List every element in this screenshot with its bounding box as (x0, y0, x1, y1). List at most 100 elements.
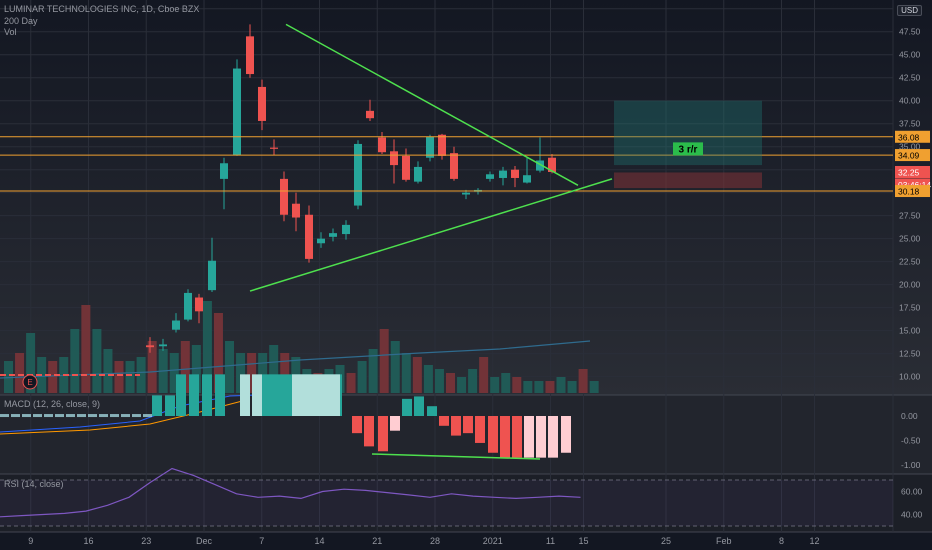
volume-bar (401, 353, 411, 393)
risk-reward-label: 3 r/r (679, 144, 698, 155)
reward-zone (614, 100, 762, 166)
x-tick-label: 2021 (483, 536, 503, 546)
macd-hist-bar (292, 374, 340, 416)
candle-body (499, 170, 507, 178)
macd-hist-bar (536, 416, 546, 458)
candle-body (402, 155, 410, 180)
volume-bar (103, 349, 113, 393)
volume-bar (280, 353, 290, 393)
y-tick-label: 40.00 (899, 96, 921, 106)
candle-body (184, 292, 192, 320)
macd-hist-bar (427, 406, 437, 416)
volume-bar (512, 377, 522, 393)
macd-hist-bar (240, 374, 250, 416)
volume-bar (81, 305, 91, 393)
candle-body (511, 169, 519, 178)
candle-body (486, 174, 494, 179)
volume-bar (379, 329, 389, 393)
candle-body (354, 143, 362, 206)
y-tick-label: 27.50 (899, 211, 921, 221)
macd-hist-bar (110, 414, 119, 418)
volume-bar (567, 381, 577, 393)
x-tick-label: 9 (28, 536, 33, 546)
volume-bar (468, 369, 478, 393)
candle-body (195, 297, 203, 312)
candle-body (462, 192, 470, 195)
time-axis-bg (0, 532, 932, 550)
ma200-line (0, 340, 591, 379)
volume-bar (70, 329, 80, 393)
price-badge-label: 36.08 (898, 132, 920, 142)
candle-body (246, 36, 254, 75)
x-tick-label: 23 (141, 536, 151, 546)
risk-reward-label-bg (673, 142, 703, 156)
y-tick-label: 45.00 (899, 50, 921, 60)
macd-hist-bar (0, 414, 9, 418)
volume-bar (191, 345, 201, 393)
macd-hist-bar (99, 414, 108, 418)
macd-hist-bar (561, 416, 571, 453)
price-badge-bg (895, 149, 930, 162)
volume-bar (357, 361, 367, 393)
macd-pane-bg (0, 395, 932, 474)
volume-bar (136, 357, 146, 393)
volume-bar (412, 357, 422, 393)
macd-tick-label: -0.50 (901, 436, 921, 446)
macd-hist-bar (55, 414, 64, 418)
candle-body (146, 345, 154, 348)
volume-bar (147, 341, 157, 393)
y-tick-label: 35.00 (899, 142, 921, 152)
price-badge-label: 30.18 (898, 187, 920, 197)
macd-legend[interactable]: MACD (12, 26, close, 9) (4, 399, 101, 409)
x-tick-label: 7 (259, 536, 264, 546)
macd-hist-bar (512, 416, 522, 458)
candle-body (366, 110, 374, 119)
x-tick-label: 15 (578, 536, 588, 546)
volume-bar (114, 361, 124, 393)
x-tick-label: 25 (661, 536, 671, 546)
volume-bar (125, 361, 135, 393)
candle-body (258, 86, 266, 121)
price-badge-bg (895, 185, 930, 198)
volume-legend[interactable]: Vol (4, 27, 17, 37)
y-tick-label: 20.00 (899, 280, 921, 290)
macd-hist-bar (88, 414, 97, 418)
volume-bar (213, 313, 223, 393)
x-tick-label: 8 (779, 536, 784, 546)
volume-bar (434, 369, 444, 393)
volume-bar (446, 373, 455, 393)
macd-hist-bar (463, 416, 473, 434)
volume-bar (48, 361, 58, 393)
price-badge-label: 34.09 (898, 151, 920, 161)
volume-bar (180, 341, 190, 393)
candle-body (329, 233, 337, 237)
macd-hist-bar (378, 416, 388, 452)
volume-bar (534, 381, 544, 393)
y-tick-label: 17.50 (899, 303, 921, 313)
currency-badge[interactable]: USD (897, 5, 922, 16)
candle-body (317, 238, 325, 244)
macd-tick-label: 0.00 (901, 411, 918, 421)
candle-body (523, 175, 531, 183)
rsi-legend[interactable]: RSI (14, close) (4, 479, 64, 489)
macd-hist-bar (524, 416, 534, 458)
volume-bar (457, 377, 467, 393)
symbol-legend[interactable]: LUMINAR TECHNOLOGIES INC, 1D, Cboe BZX (4, 4, 200, 14)
price-badge-bg (895, 165, 930, 178)
x-tick-label: 14 (314, 536, 324, 546)
macd-hist-bar (165, 395, 175, 416)
earnings-marker-label: E (27, 378, 32, 387)
candle-body (548, 157, 556, 172)
volume-bar (589, 381, 599, 393)
macd-hist-bar (364, 416, 374, 447)
macd-hist-bar (488, 416, 498, 453)
y-tick-label: 12.50 (899, 349, 921, 359)
x-tick-label: 12 (809, 536, 819, 546)
rsi-tick-label: 40.00 (901, 510, 923, 520)
volume-bar (225, 341, 234, 393)
macd-hist-bar (500, 416, 510, 458)
volume-bar (92, 329, 102, 393)
volume-bar (390, 341, 400, 393)
ma-legend[interactable]: 200 Day (4, 16, 38, 26)
